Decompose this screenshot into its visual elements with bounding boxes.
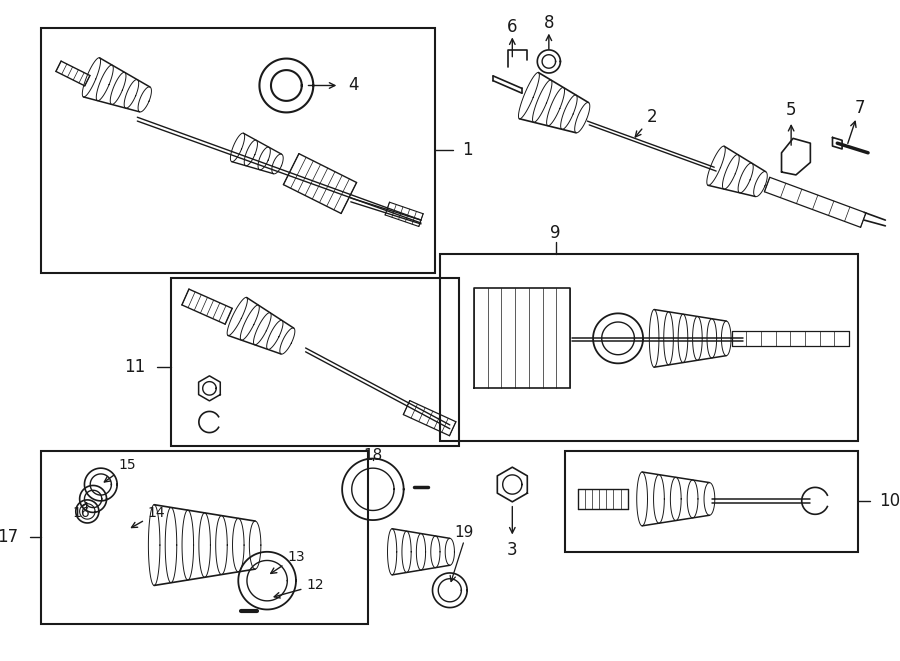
Text: 8: 8	[544, 14, 554, 32]
Text: 11: 11	[124, 358, 145, 376]
Bar	[440, 254, 859, 442]
Bar	[171, 278, 459, 446]
Bar	[565, 451, 859, 552]
Text: 18: 18	[364, 448, 382, 463]
Bar	[41, 28, 436, 273]
Text: 3: 3	[507, 541, 517, 559]
Text: 10: 10	[879, 492, 900, 510]
Text: 5: 5	[786, 100, 796, 118]
Text: 6: 6	[507, 18, 517, 36]
Text: 7: 7	[855, 98, 866, 116]
Text: 19: 19	[454, 525, 474, 540]
Text: 15: 15	[104, 458, 137, 482]
Text: 12: 12	[274, 578, 324, 598]
Text: 13: 13	[271, 549, 305, 574]
Text: 16: 16	[73, 503, 90, 520]
Text: 4: 4	[348, 77, 359, 95]
Bar	[41, 451, 368, 624]
Text: 9: 9	[550, 223, 561, 242]
Text: 1: 1	[463, 141, 473, 159]
Text: 2: 2	[635, 108, 657, 137]
Text: 14: 14	[131, 506, 166, 527]
Text: 17: 17	[0, 528, 18, 547]
